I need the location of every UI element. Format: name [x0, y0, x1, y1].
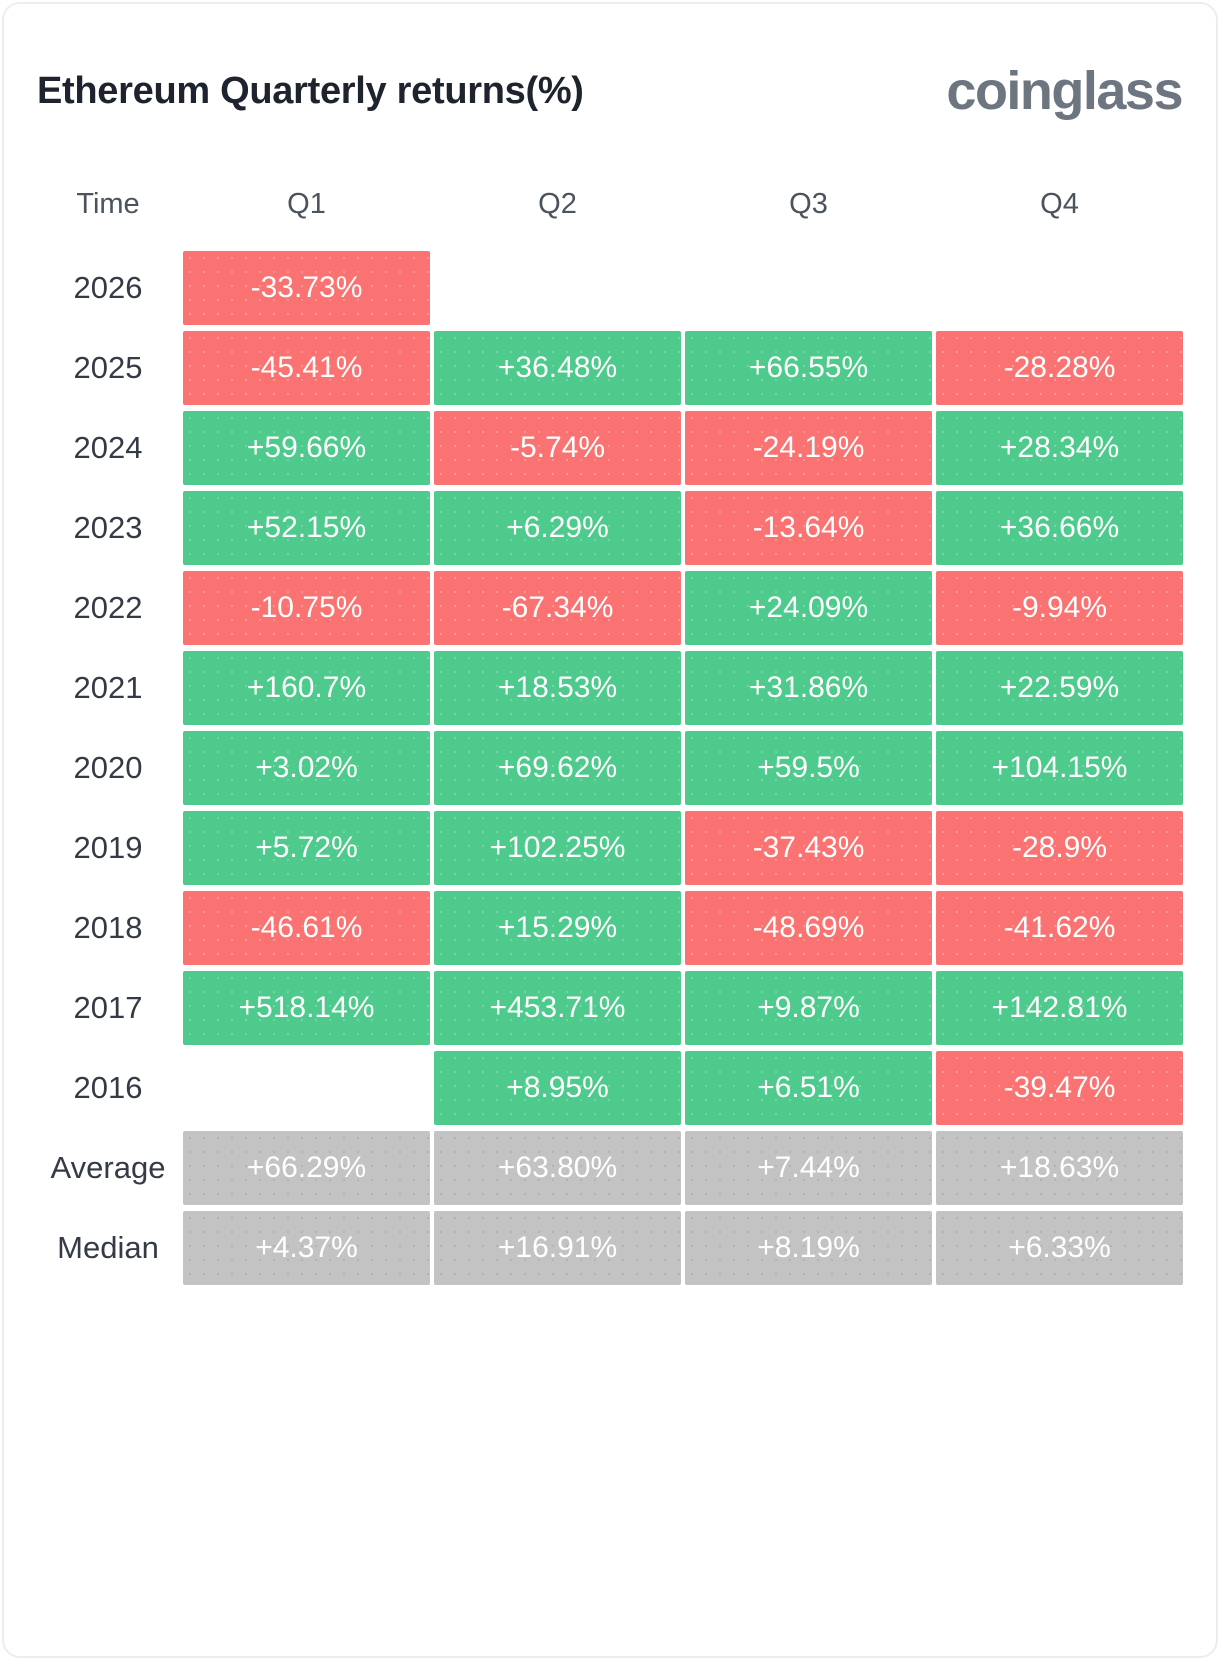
cell-median-q3: +8.19%: [685, 1211, 932, 1285]
cell-2024-q4: +28.34%: [936, 411, 1183, 485]
cell-2026-q2: [434, 251, 681, 325]
cell-2017-q1: +518.14%: [183, 971, 430, 1045]
cell-2025-q2: +36.48%: [434, 331, 681, 405]
cell-2026-q1: -33.73%: [183, 251, 430, 325]
col-header-time: Time: [76, 188, 140, 220]
cell-2022-q4: -9.94%: [936, 571, 1183, 645]
cell-average-q4: +18.63%: [936, 1131, 1183, 1205]
row-label-2022: 2022: [73, 590, 143, 625]
cell-2020-q1: +3.02%: [183, 731, 430, 805]
cell-2020-q2: +69.62%: [434, 731, 681, 805]
cell-2026-q4: [936, 251, 1183, 325]
cell-median-q2: +16.91%: [434, 1211, 681, 1285]
cell-2018-q3: -48.69%: [685, 891, 932, 965]
column-headers: Time Q1 Q2 Q3 Q4: [37, 188, 1183, 221]
row-label-2024: 2024: [73, 430, 143, 465]
cell-2025-q1: -45.41%: [183, 331, 430, 405]
cell-2016-q4: -39.47%: [936, 1051, 1183, 1125]
page-title: Ethereum Quarterly returns(%): [37, 70, 584, 112]
cell-2024-q1: +59.66%: [183, 411, 430, 485]
cell-2024-q3: -24.19%: [685, 411, 932, 485]
row-label-2023: 2023: [73, 510, 143, 545]
cell-2023-q4: +36.66%: [936, 491, 1183, 565]
cell-2017-q2: +453.71%: [434, 971, 681, 1045]
cell-2021-q1: +160.7%: [183, 651, 430, 725]
cell-average-q1: +66.29%: [183, 1131, 430, 1205]
cell-2016-q2: +8.95%: [434, 1051, 681, 1125]
cell-2024-q2: -5.74%: [434, 411, 681, 485]
brand-logo: coinglass: [946, 61, 1183, 121]
cell-2022-q2: -67.34%: [434, 571, 681, 645]
col-header-q2: Q2: [538, 188, 577, 220]
col-header-q4: Q4: [1040, 188, 1079, 220]
cell-2020-q4: +104.15%: [936, 731, 1183, 805]
cell-median-q1: +4.37%: [183, 1211, 430, 1285]
col-header-q3: Q3: [789, 188, 828, 220]
cell-2019-q4: -28.9%: [936, 811, 1183, 885]
cell-2023-q1: +52.15%: [183, 491, 430, 565]
cell-2017-q3: +9.87%: [685, 971, 932, 1045]
cell-2018-q4: -41.62%: [936, 891, 1183, 965]
returns-grid: 2026 -33.73% 2025 -45.41% +36.48% +66.55% -28.…: [37, 251, 1183, 1285]
cell-2020-q3: +59.5%: [685, 731, 932, 805]
cell-2016-q3: +6.51%: [685, 1051, 932, 1125]
card-header: Ethereum Quarterly returns(%) coinglass: [4, 4, 1216, 118]
cell-average-q2: +63.80%: [434, 1131, 681, 1205]
cell-2019-q2: +102.25%: [434, 811, 681, 885]
row-label-2018: 2018: [73, 910, 143, 945]
cell-2023-q2: +6.29%: [434, 491, 681, 565]
cell-median-q4: +6.33%: [936, 1211, 1183, 1285]
cell-2017-q4: +142.81%: [936, 971, 1183, 1045]
cell-2018-q1: -46.61%: [183, 891, 430, 965]
row-label-2016: 2016: [73, 1070, 143, 1105]
row-label-2019: 2019: [73, 830, 143, 865]
cell-2018-q2: +15.29%: [434, 891, 681, 965]
row-label-2017: 2017: [73, 990, 143, 1025]
row-label-2021: 2021: [73, 670, 143, 705]
cell-2023-q3: -13.64%: [685, 491, 932, 565]
cell-2025-q4: -28.28%: [936, 331, 1183, 405]
col-header-q1: Q1: [287, 188, 326, 220]
cell-2022-q1: -10.75%: [183, 571, 430, 645]
cell-2021-q4: +22.59%: [936, 651, 1183, 725]
row-label-average: Average: [50, 1150, 166, 1185]
row-label-2026: 2026: [73, 270, 143, 305]
cell-average-q3: +7.44%: [685, 1131, 932, 1205]
cell-2025-q3: +66.55%: [685, 331, 932, 405]
cell-2016-q1: [183, 1051, 430, 1125]
row-label-2025: 2025: [73, 350, 143, 385]
cell-2019-q3: -37.43%: [685, 811, 932, 885]
cell-2021-q2: +18.53%: [434, 651, 681, 725]
cell-2021-q3: +31.86%: [685, 651, 932, 725]
row-label-median: Median: [57, 1230, 159, 1265]
row-label-2020: 2020: [73, 750, 143, 785]
cell-2022-q3: +24.09%: [685, 571, 932, 645]
cell-2026-q3: [685, 251, 932, 325]
cell-2019-q1: +5.72%: [183, 811, 430, 885]
